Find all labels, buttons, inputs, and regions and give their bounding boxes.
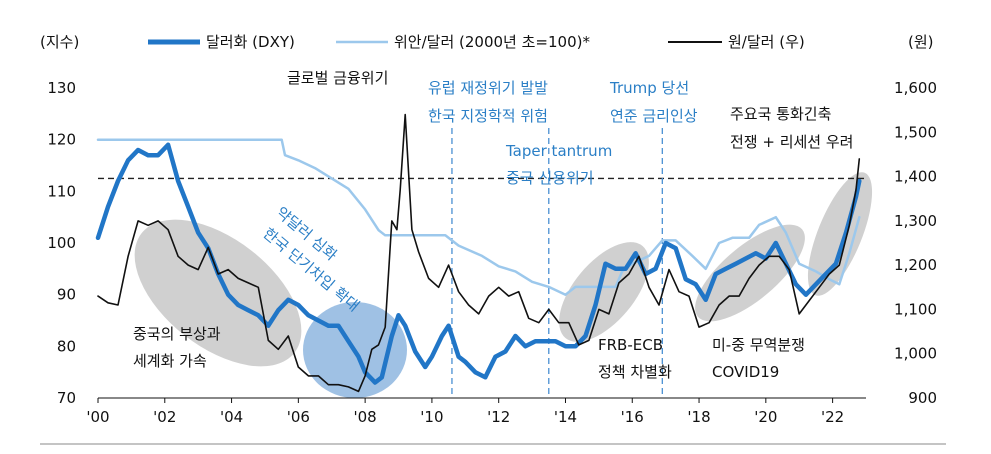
annotation-gfc: 글로벌 금융위기: [287, 69, 388, 87]
x-tick-label: '00: [86, 408, 109, 426]
left-tick-label: 130: [47, 79, 76, 97]
x-tick-label: '12: [487, 408, 510, 426]
annotation-frb-line2: 정책 차별화: [598, 363, 672, 381]
series-line-krw: [97, 113, 861, 393]
x-tick-labels: '00 '02 '04 '06 '08 '10 '12 '14 '16 '18 '20 '22: [86, 398, 844, 426]
x-tick-label: '18: [687, 408, 710, 426]
x-tick-label: '16: [621, 408, 644, 426]
x-tick-label: '10: [420, 408, 443, 426]
right-tick-label: 1,000: [894, 345, 937, 363]
x-tick-label: '06: [287, 408, 310, 426]
series-line-cny: [96, 138, 861, 296]
left-tick-labels: 70 80 90 100 110 120 130: [47, 79, 76, 407]
annotation-euro-line2: 한국 지정학적 위험: [428, 107, 548, 125]
right-tick-label: 1,100: [894, 300, 937, 318]
x-tick-label: '04: [220, 408, 243, 426]
legend-label-dxy: 달러화 (DXY): [206, 33, 295, 51]
annotation-china-line2: 세계화 가속: [133, 352, 207, 370]
right-tick-label: 900: [908, 389, 937, 407]
annotation-major-line1: 주요국 통화긴축: [730, 105, 831, 123]
x-tick-label: '22: [821, 408, 844, 426]
annotation-trump-line1: Trump 당선: [609, 79, 689, 97]
right-tick-label: 1,200: [894, 256, 937, 274]
highlight-ellipse-trade: [695, 224, 805, 322]
legend: 달러화 (DXY) 위안/달러 (2000년 초=100)* 원/달러 (우): [148, 33, 805, 51]
annotation-euro-line1: 유럽 재정위기 발발: [428, 79, 548, 97]
left-tick-label: 100: [47, 234, 76, 252]
left-tick-label: 110: [47, 182, 76, 200]
highlight-ellipse-china: [134, 219, 302, 367]
annotation-taper-line2: 중국 신용위기: [506, 169, 594, 187]
x-tick-label: '02: [153, 408, 176, 426]
annotation-taper-line1: Taper tantrum: [505, 142, 612, 160]
reference-lines: [98, 128, 866, 398]
x-tick-label: '20: [754, 408, 777, 426]
series-group: [95, 113, 862, 393]
annotation-frb-line1: FRB-ECB: [598, 336, 663, 354]
right-axis-unit: (원): [908, 33, 934, 51]
annotation-trade-line2: COVID19: [712, 363, 779, 381]
left-tick-label: 80: [57, 337, 76, 355]
x-tick-label: '14: [554, 408, 577, 426]
legend-label-krw: 원/달러 (우): [728, 33, 805, 51]
left-axis-unit: (지수): [40, 33, 79, 51]
left-tick-label: 70: [57, 389, 76, 407]
series-line-dxy: [95, 142, 862, 385]
left-tick-label: 120: [47, 131, 76, 149]
right-tick-label: 1,400: [894, 168, 937, 186]
x-tick-label: '08: [354, 408, 377, 426]
right-tick-label: 1,600: [894, 79, 937, 97]
annotation-china-line1: 중국의 부상과: [133, 325, 221, 343]
annotation-trump-line2: 연준 금리인상: [610, 107, 698, 125]
right-tick-labels: 900 1,000 1,100 1,200 1,300 1,400 1,500 1,600: [894, 79, 937, 407]
right-tick-label: 1,300: [894, 212, 937, 230]
annotation-major-line2: 전쟁 + 리세션 우려: [730, 133, 853, 151]
left-tick-label: 90: [57, 286, 76, 304]
annotation-trade-line1: 미-중 무역분쟁: [712, 336, 805, 354]
legend-label-cny: 위안/달러 (2000년 초=100)*: [394, 33, 590, 51]
right-tick-label: 1,500: [894, 123, 937, 141]
